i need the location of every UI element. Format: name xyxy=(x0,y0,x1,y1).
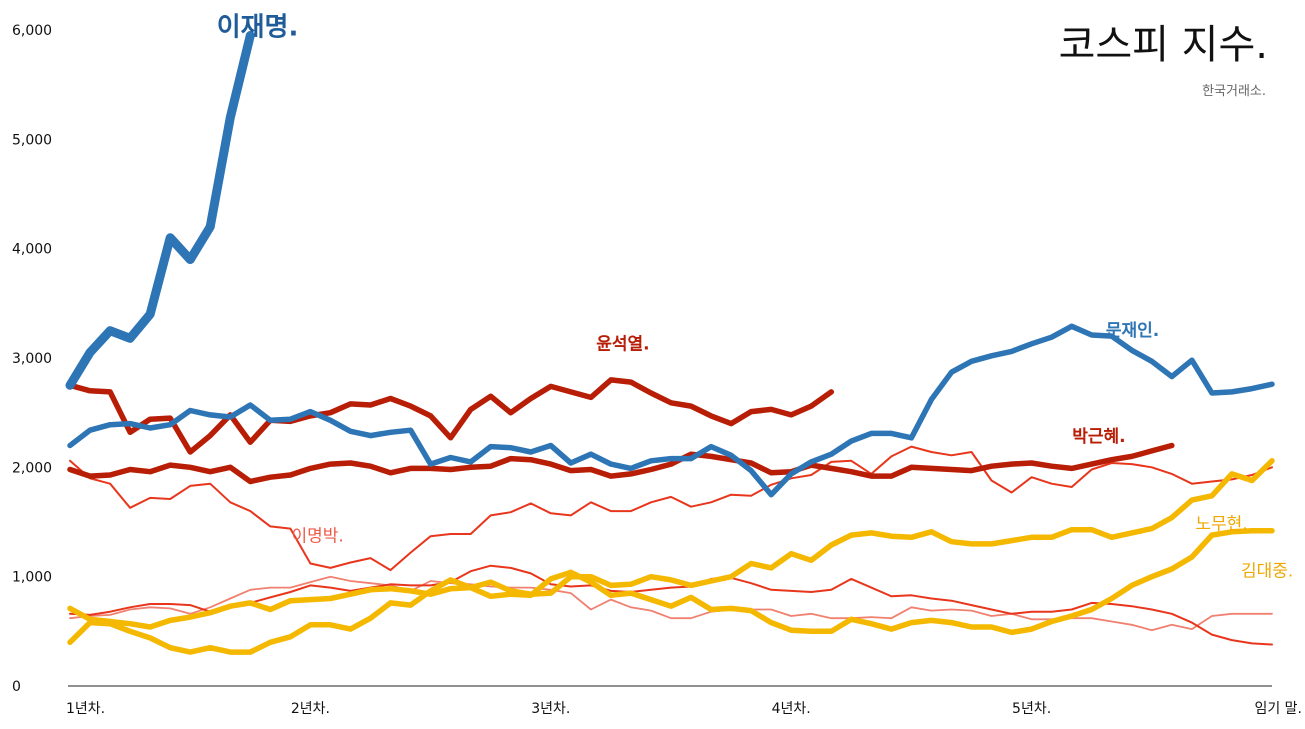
chart-title: 코스피 지수. xyxy=(1059,22,1268,68)
series-label-6: 김대중. xyxy=(1241,562,1293,582)
x-tick-label: 1년차. xyxy=(66,701,105,717)
y-tick-label: 5,000 xyxy=(12,132,52,148)
y-tick-label: 4,000 xyxy=(12,242,52,258)
y-tick-label: 0 xyxy=(12,679,21,695)
series-line-4 xyxy=(67,527,1275,655)
x-tick-label: 4년차. xyxy=(772,701,811,717)
y-tick-label: 1,000 xyxy=(12,570,52,586)
series-label-0: 이재명. xyxy=(217,12,299,42)
series-label-2: 윤석열. xyxy=(596,334,649,354)
series-line-3 xyxy=(67,442,1175,485)
y-tick-label: 2,000 xyxy=(12,460,52,476)
series-label-4: 노무현. xyxy=(1195,515,1247,535)
x-tick-label: 5년차. xyxy=(1012,701,1051,717)
series-label-1: 문재인. xyxy=(1106,321,1159,341)
series-labels: 이재명. 문재인. 윤석열. 박근혜. 노무현. 김대중. 이명박. xyxy=(217,12,1294,581)
series-line-1 xyxy=(67,323,1275,498)
x-tick-label: 3년차. xyxy=(531,701,570,717)
series-line-7 xyxy=(69,445,1273,572)
series-line-8 xyxy=(69,564,1273,646)
series-line-6 xyxy=(67,458,1275,630)
series-lines xyxy=(65,31,1275,655)
series-label-7: 이명박. xyxy=(291,527,343,547)
x-tick-label: 임기 말. xyxy=(1254,701,1302,717)
y-tick-label: 3,000 xyxy=(12,351,52,367)
y-tick-label: 6,000 xyxy=(12,23,52,39)
series-line-2 xyxy=(67,377,835,455)
series-label-3: 박근혜. xyxy=(1072,427,1125,447)
chart-subtitle: 한국거래소. xyxy=(1202,84,1266,99)
x-axis: 1년차. 2년차. 3년차. 4년차. 5년차. 임기 말. xyxy=(66,685,1302,717)
y-axis: 0 1,000 2,000 3,000 4,000 5,000 6,000 xyxy=(12,23,52,695)
x-tick-label: 2년차. xyxy=(291,701,330,717)
series-line-0 xyxy=(65,31,255,390)
